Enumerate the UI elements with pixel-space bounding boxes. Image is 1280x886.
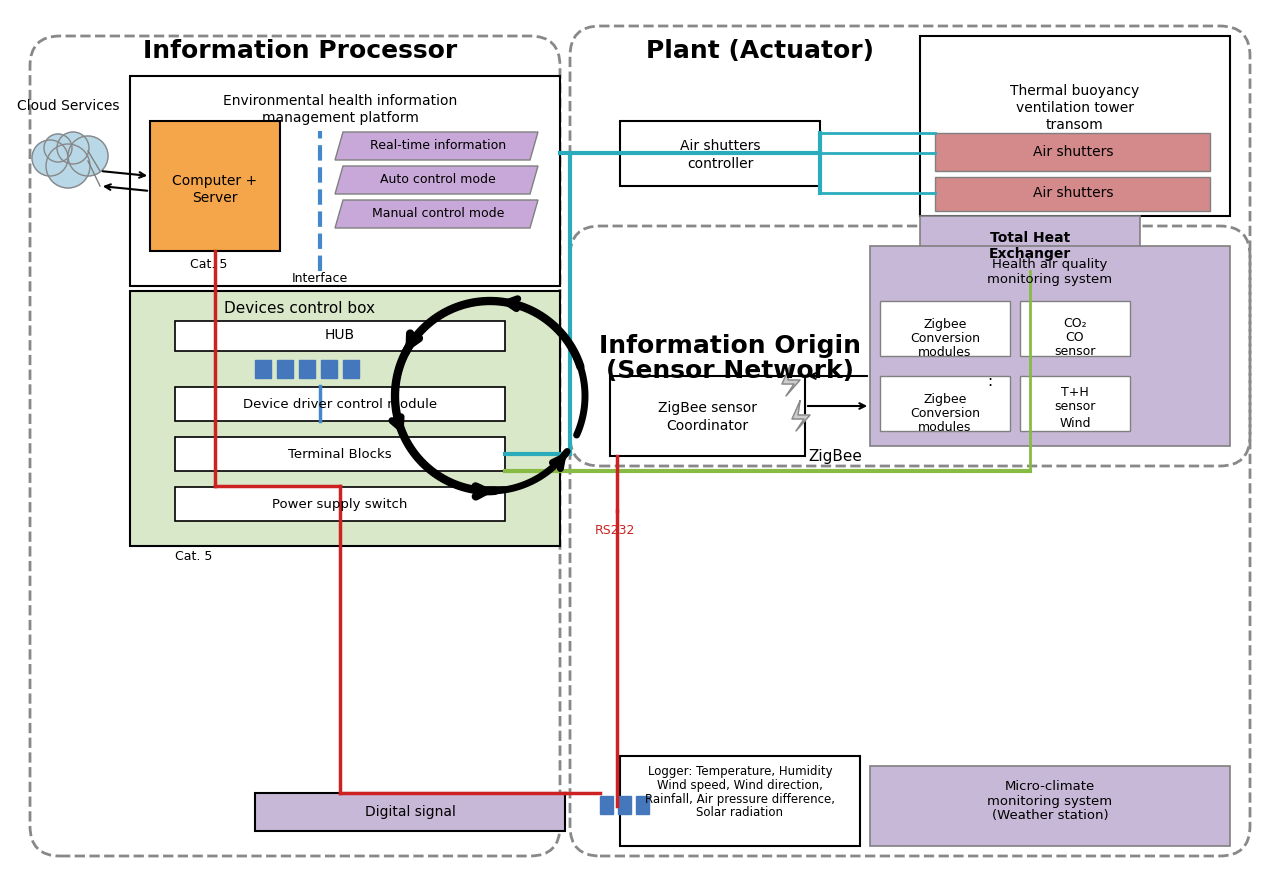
FancyBboxPatch shape [255, 793, 564, 831]
Text: Air shutters: Air shutters [1033, 186, 1114, 200]
Text: sensor: sensor [1055, 345, 1096, 357]
Text: Devices control box: Devices control box [224, 300, 375, 315]
Text: management platform: management platform [261, 111, 419, 125]
FancyBboxPatch shape [175, 437, 506, 471]
FancyBboxPatch shape [870, 246, 1230, 446]
Text: Terminal Blocks: Terminal Blocks [288, 447, 392, 461]
Text: Logger: Temperature, Humidity: Logger: Temperature, Humidity [648, 765, 832, 778]
FancyBboxPatch shape [150, 121, 280, 251]
Text: Rainfall, Air pressure difference,: Rainfall, Air pressure difference, [645, 792, 835, 805]
Circle shape [68, 136, 108, 176]
FancyBboxPatch shape [600, 796, 613, 814]
Text: Auto control mode: Auto control mode [380, 173, 495, 185]
Text: Real-time information: Real-time information [370, 138, 506, 152]
Text: (Sensor Network): (Sensor Network) [605, 359, 854, 383]
FancyBboxPatch shape [276, 360, 293, 378]
Text: Power supply switch: Power supply switch [273, 498, 408, 510]
Text: Air shutters: Air shutters [1033, 145, 1114, 159]
Text: sensor: sensor [1055, 400, 1096, 413]
Text: Wind: Wind [1060, 416, 1091, 430]
Text: Digital signal: Digital signal [365, 805, 456, 819]
Text: Information Origin: Information Origin [599, 334, 861, 358]
FancyBboxPatch shape [175, 387, 506, 421]
Text: Cat. 5: Cat. 5 [175, 549, 212, 563]
Text: Total Heat: Total Heat [989, 231, 1070, 245]
Text: Coordinator: Coordinator [666, 419, 748, 433]
Text: transom: transom [1046, 118, 1103, 132]
FancyBboxPatch shape [620, 121, 820, 186]
FancyBboxPatch shape [620, 756, 860, 846]
FancyBboxPatch shape [618, 796, 631, 814]
Text: Zigbee: Zigbee [923, 317, 966, 330]
FancyBboxPatch shape [131, 291, 561, 546]
Text: monitoring system: monitoring system [987, 273, 1112, 285]
Text: Device driver control module: Device driver control module [243, 398, 436, 410]
Text: Information Processor: Information Processor [143, 39, 457, 63]
Text: T+H: T+H [1061, 385, 1089, 399]
Polygon shape [792, 401, 810, 431]
Text: CO₂: CO₂ [1064, 316, 1087, 330]
Text: Conversion: Conversion [910, 407, 980, 419]
Polygon shape [335, 132, 538, 160]
Circle shape [44, 134, 72, 162]
Text: Conversion: Conversion [910, 331, 980, 345]
FancyBboxPatch shape [881, 376, 1010, 431]
FancyBboxPatch shape [1020, 301, 1130, 356]
Text: Environmental health information: Environmental health information [223, 94, 457, 108]
Text: Cat. 5: Cat. 5 [189, 258, 228, 270]
Text: Health air quality: Health air quality [992, 258, 1107, 270]
FancyBboxPatch shape [300, 360, 315, 378]
Polygon shape [335, 166, 538, 194]
FancyBboxPatch shape [920, 216, 1140, 271]
FancyBboxPatch shape [321, 360, 337, 378]
Text: Air shutters: Air shutters [680, 139, 760, 153]
Text: (Weather station): (Weather station) [992, 810, 1108, 822]
Circle shape [32, 140, 68, 176]
Text: HUB: HUB [325, 328, 355, 342]
FancyBboxPatch shape [343, 360, 358, 378]
Text: Zigbee: Zigbee [923, 392, 966, 406]
Circle shape [58, 132, 90, 164]
Text: monitoring system: monitoring system [987, 795, 1112, 807]
FancyBboxPatch shape [1020, 376, 1130, 431]
Text: modules: modules [918, 346, 972, 359]
Text: :: : [987, 374, 992, 388]
Text: ZigBee sensor: ZigBee sensor [658, 401, 756, 415]
FancyBboxPatch shape [920, 36, 1230, 216]
FancyBboxPatch shape [881, 301, 1010, 356]
Text: Solar radiation: Solar radiation [696, 806, 783, 820]
FancyBboxPatch shape [934, 177, 1210, 211]
FancyBboxPatch shape [255, 360, 271, 378]
Text: ventilation tower: ventilation tower [1016, 101, 1134, 115]
FancyBboxPatch shape [934, 133, 1210, 171]
FancyBboxPatch shape [175, 321, 506, 351]
Text: Wind speed, Wind direction,: Wind speed, Wind direction, [657, 779, 823, 791]
Text: Micro-climate: Micro-climate [1005, 780, 1096, 792]
Text: Plant (Actuator): Plant (Actuator) [646, 39, 874, 63]
Text: Server: Server [192, 191, 238, 205]
Text: Exchanger: Exchanger [989, 247, 1071, 261]
FancyBboxPatch shape [175, 487, 506, 521]
Text: controller: controller [687, 157, 753, 171]
FancyBboxPatch shape [870, 766, 1230, 846]
Text: Manual control mode: Manual control mode [371, 206, 504, 220]
Text: modules: modules [918, 421, 972, 433]
FancyBboxPatch shape [636, 796, 649, 814]
Polygon shape [782, 366, 800, 396]
Text: Computer +: Computer + [173, 174, 257, 188]
FancyBboxPatch shape [131, 76, 561, 286]
Text: CO: CO [1066, 330, 1084, 344]
Text: Interface: Interface [292, 271, 348, 284]
Text: RS232: RS232 [595, 525, 635, 538]
Polygon shape [335, 200, 538, 228]
Text: ZigBee: ZigBee [808, 448, 861, 463]
Text: Thermal buoyancy: Thermal buoyancy [1010, 84, 1139, 98]
Circle shape [46, 144, 90, 188]
FancyBboxPatch shape [611, 376, 805, 456]
Text: Cloud Services: Cloud Services [17, 99, 119, 113]
